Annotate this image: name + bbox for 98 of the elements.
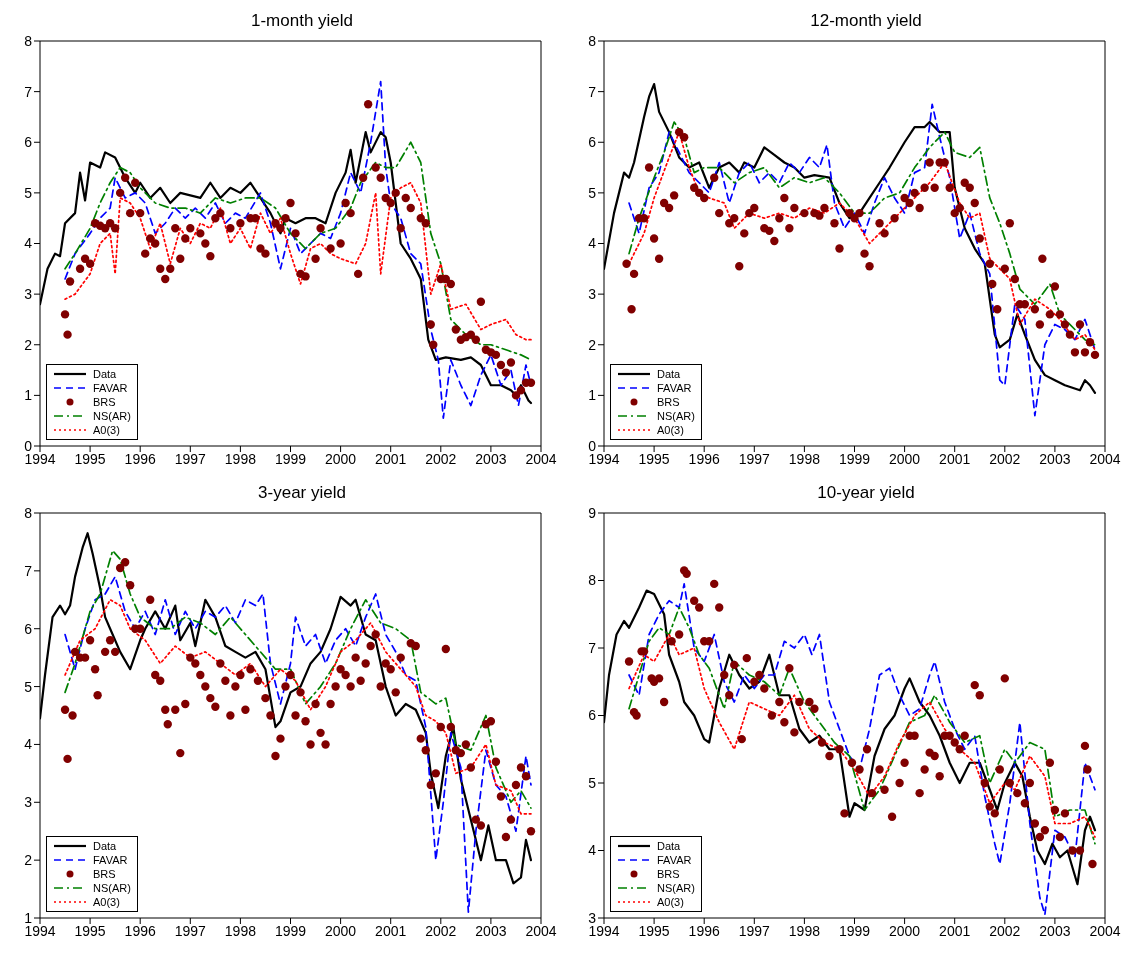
y-tick-label: 5 xyxy=(588,774,597,791)
x-tick-label: 1997 xyxy=(174,922,207,939)
y-tick-label: 4 xyxy=(588,235,597,252)
x-tick-label: 2000 xyxy=(889,450,921,467)
x-tick-label: 2003 xyxy=(1039,450,1071,467)
y-tick-label: 4 xyxy=(24,736,33,753)
x-tick-label: 1998 xyxy=(788,450,821,467)
y-tick-label: 8 xyxy=(588,32,597,49)
x-tick-label: 1995 xyxy=(638,450,670,467)
y-tick-label: 3 xyxy=(24,286,33,303)
legend-label: FAVAR xyxy=(93,382,128,394)
y-tick-label: 6 xyxy=(24,620,33,637)
line-series xyxy=(64,549,532,809)
x-tick-label: 1997 xyxy=(738,922,771,939)
y-tick-label: 6 xyxy=(24,134,33,151)
x-tick-label: 2001 xyxy=(375,450,407,467)
legend-label: NS(AR) xyxy=(93,410,131,422)
legend-label: Data xyxy=(657,368,681,380)
x-tick-label: 1999 xyxy=(838,922,871,939)
y-tick-label: 1 xyxy=(588,387,597,404)
x-tick-label: 2004 xyxy=(525,922,557,939)
y-tick-label: 4 xyxy=(588,842,597,859)
legend-label: Data xyxy=(93,840,117,852)
y-tick-label: 6 xyxy=(588,707,597,724)
x-tick-label: 2002 xyxy=(989,450,1021,467)
y-tick-label: 3 xyxy=(24,794,33,811)
x-tick-label: 1996 xyxy=(124,450,156,467)
x-tick-label: 2000 xyxy=(325,922,357,939)
chart-title: 10-year yield xyxy=(816,482,916,504)
y-tick-label: 8 xyxy=(24,32,33,49)
x-tick-label: 1998 xyxy=(224,922,257,939)
legend-label: A0(3) xyxy=(93,896,120,908)
legend-label: A0(3) xyxy=(657,896,684,908)
x-tick-label: 1995 xyxy=(74,450,106,467)
x-tick-label: 1996 xyxy=(688,450,720,467)
x-tick-label: 2003 xyxy=(475,450,507,467)
x-tick-label: 1998 xyxy=(224,450,257,467)
legend-label: FAVAR xyxy=(657,854,692,866)
legend-label: Data xyxy=(657,840,681,852)
y-tick-label: 5 xyxy=(588,184,597,201)
x-tick-label: 2002 xyxy=(425,922,457,939)
x-tick-label: 2001 xyxy=(939,450,971,467)
x-tick-label: 2002 xyxy=(989,922,1021,939)
x-tick-label: 1995 xyxy=(74,922,106,939)
legend-label: FAVAR xyxy=(93,854,128,866)
y-tick-label: 5 xyxy=(24,184,33,201)
y-tick-label: 8 xyxy=(588,572,597,589)
x-tick-label: 1995 xyxy=(638,922,670,939)
y-tick-label: 8 xyxy=(24,504,33,521)
legend-label: NS(AR) xyxy=(93,882,131,894)
x-tick-label: 2001 xyxy=(939,922,971,939)
legend-label: FAVAR xyxy=(657,382,692,394)
legend-label: NS(AR) xyxy=(657,882,695,894)
y-tick-label: 5 xyxy=(24,678,33,695)
legend-label: A0(3) xyxy=(657,424,684,436)
chart-title: 3-year yield xyxy=(257,482,347,504)
x-tick-label: 2000 xyxy=(889,922,921,939)
x-tick-label: 1997 xyxy=(174,450,207,467)
line-series xyxy=(64,598,532,815)
x-tick-label: 2003 xyxy=(475,922,507,939)
chart-title: 12-month yield xyxy=(809,10,923,32)
legend-label: BRS xyxy=(93,868,116,880)
x-tick-label: 1997 xyxy=(738,450,771,467)
y-tick-label: 2 xyxy=(588,336,597,353)
legend-label: NS(AR) xyxy=(657,410,695,422)
x-tick-label: 1999 xyxy=(274,450,307,467)
x-tick-label: 1999 xyxy=(274,922,307,939)
x-tick-label: 2002 xyxy=(425,450,457,467)
x-tick-label: 2004 xyxy=(525,450,557,467)
y-tick-label: 6 xyxy=(588,134,597,151)
y-tick-label: 2 xyxy=(24,852,33,869)
y-tick-label: 7 xyxy=(24,562,33,579)
y-tick-label: 4 xyxy=(24,235,33,252)
x-tick-label: 1996 xyxy=(688,922,720,939)
y-tick-label: 9 xyxy=(588,504,597,521)
y-tick-label: 1 xyxy=(24,387,33,404)
legend-label: BRS xyxy=(93,396,116,408)
x-tick-label: 1998 xyxy=(788,922,821,939)
y-tick-label: 7 xyxy=(588,83,597,100)
chart-title: 1-month yield xyxy=(249,10,355,32)
line-series xyxy=(64,575,532,914)
y-tick-label: 2 xyxy=(24,336,33,353)
y-tick-label: 3 xyxy=(588,286,597,303)
line-series xyxy=(64,141,532,361)
x-tick-label: 2004 xyxy=(1089,450,1121,467)
x-tick-label: 2003 xyxy=(1039,922,1071,939)
y-tick-label: 7 xyxy=(24,83,33,100)
x-tick-label: 2000 xyxy=(325,450,357,467)
x-tick-label: 1999 xyxy=(838,450,871,467)
legend-label: BRS xyxy=(657,396,680,408)
legend-label: BRS xyxy=(657,868,680,880)
x-tick-label: 2001 xyxy=(375,922,407,939)
x-tick-label: 1996 xyxy=(124,922,156,939)
line-series xyxy=(64,181,532,341)
legend-label: Data xyxy=(93,368,117,380)
y-tick-label: 7 xyxy=(588,639,597,656)
legend-label: A0(3) xyxy=(93,424,120,436)
x-tick-label: 2004 xyxy=(1089,922,1121,939)
